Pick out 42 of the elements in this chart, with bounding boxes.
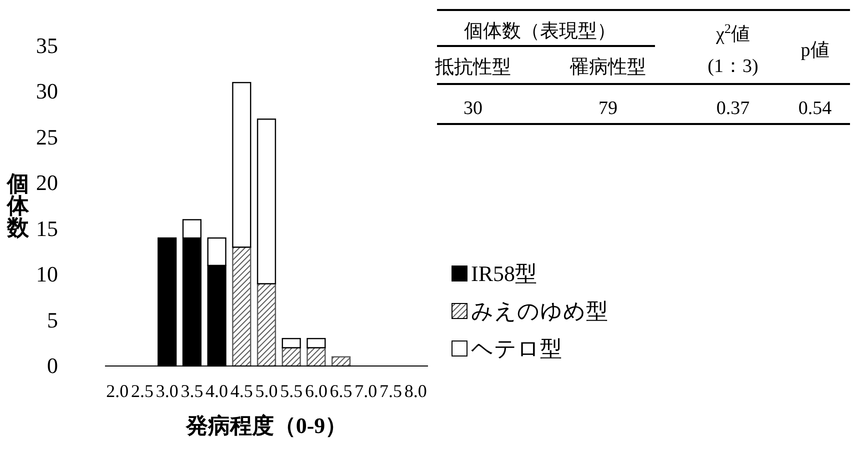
x-tick-label: 6.0 (304, 381, 328, 401)
text: 79 (598, 98, 618, 119)
y-tick-label: 35 (36, 33, 58, 58)
y-tick-label: 20 (36, 170, 58, 196)
y-tick-label: 0 (47, 353, 58, 378)
x-tick-label: 7.0 (354, 381, 378, 401)
bar (232, 246, 252, 367)
x-tick-label: 8.0 (404, 381, 427, 401)
x-axis-title: 発病程度（0-9） (184, 413, 348, 438)
x-tick-label: 5.0 (255, 381, 278, 401)
text: 個体数（表現型） (464, 21, 616, 42)
x-tick-label: 4.5 (230, 381, 253, 401)
y-tick-label: 5 (47, 307, 58, 332)
y-tick-label: 25 (36, 124, 58, 150)
legend-label: ヘテロ型 (471, 336, 562, 361)
x-tick-label: 4.0 (206, 381, 228, 401)
bar (256, 118, 276, 284)
text: 30 (464, 98, 482, 119)
x-tick-label: 2.0 (106, 381, 129, 401)
x-tick-label: 7.5 (379, 381, 402, 401)
text: 0.37 (716, 98, 750, 119)
x-tick-label: 5.5 (280, 381, 303, 401)
bar (256, 283, 276, 367)
text: (1：3) (708, 56, 758, 77)
legend-label: みえのゆめ型 (471, 298, 608, 324)
text: 抵抗性型 (434, 57, 511, 78)
x-tick-label: 2.5 (131, 381, 154, 401)
bar (232, 82, 252, 248)
text: 0.54 (798, 98, 832, 119)
y-tick-label: 10 (36, 262, 58, 287)
text: p値 (800, 40, 830, 61)
text: χ$^{2}$値 (714, 20, 750, 45)
x-tick-label: 3.5 (180, 381, 204, 401)
legend-label: IR58型 (471, 261, 537, 286)
text: 罹病性型 (569, 57, 646, 78)
x-tick-label: 6.5 (330, 381, 352, 401)
y-tick-label: 30 (36, 78, 58, 104)
bar (282, 338, 301, 348)
x-tick-label: 3.0 (156, 381, 178, 401)
bar (306, 338, 326, 348)
y-axis-title: 個体数 (6, 171, 30, 240)
y-tick-label: 15 (36, 216, 58, 241)
